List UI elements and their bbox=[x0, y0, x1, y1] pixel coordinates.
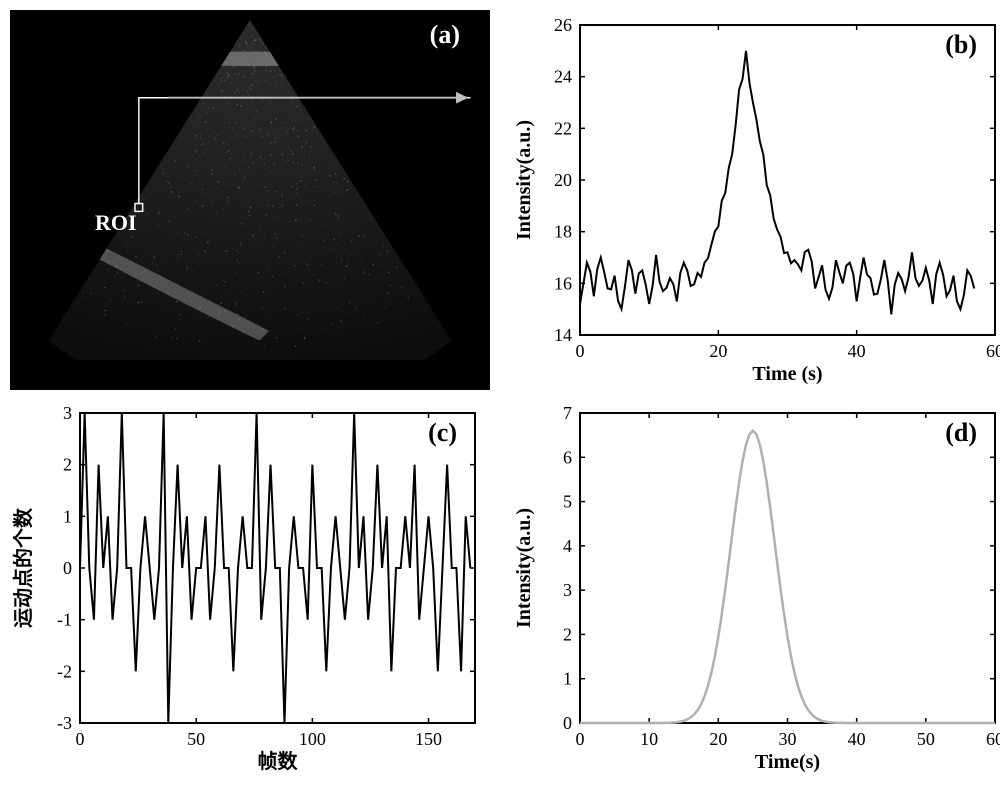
svg-text:-2: -2 bbox=[57, 661, 72, 681]
svg-text:7: 7 bbox=[563, 403, 572, 423]
svg-text:2: 2 bbox=[563, 624, 572, 644]
svg-text:(d): (d) bbox=[945, 418, 977, 447]
svg-text:Intensity(a.u.): Intensity(a.u.) bbox=[513, 508, 535, 628]
svg-text:22: 22 bbox=[554, 118, 572, 138]
svg-text:10: 10 bbox=[640, 729, 658, 749]
svg-text:60: 60 bbox=[986, 341, 1000, 361]
svg-text:30: 30 bbox=[779, 729, 797, 749]
svg-text:(c): (c) bbox=[428, 418, 457, 447]
svg-text:40: 40 bbox=[848, 729, 866, 749]
chart-b-svg: 0 20 40 60 14 16 18 20 22 24 26 Time (s) Intensity(a… bbox=[510, 10, 1000, 390]
ultrasound-image-panel: (a) bbox=[10, 10, 490, 390]
svg-text:14: 14 bbox=[554, 325, 572, 345]
svg-text:150: 150 bbox=[415, 729, 442, 749]
svg-text:20: 20 bbox=[709, 341, 727, 361]
svg-text:20: 20 bbox=[709, 729, 727, 749]
svg-text:60: 60 bbox=[986, 729, 1000, 749]
svg-text:0: 0 bbox=[76, 729, 85, 749]
svg-text:2: 2 bbox=[63, 455, 72, 475]
chart-c-svg: 0 50 100 150 -3 -2 -1 0 1 2 3 帧数 运动点的个数 (c) bbox=[10, 398, 490, 778]
svg-text:16: 16 bbox=[554, 273, 572, 293]
motion-points-chart-c: 0 50 100 150 -3 -2 -1 0 1 2 3 帧数 运动点的个数 (c) bbox=[10, 398, 490, 778]
svg-text:40: 40 bbox=[848, 341, 866, 361]
svg-text:24: 24 bbox=[554, 67, 572, 87]
svg-text:帧数: 帧数 bbox=[258, 749, 299, 773]
svg-text:50: 50 bbox=[917, 729, 935, 749]
svg-text:(b): (b) bbox=[945, 30, 977, 59]
svg-text:Time (s): Time (s) bbox=[752, 363, 822, 385]
ultrasound-fan-svg bbox=[20, 20, 480, 360]
svg-text:26: 26 bbox=[554, 15, 572, 35]
svg-text:6: 6 bbox=[563, 447, 572, 467]
svg-text:Intensity(a.u.): Intensity(a.u.) bbox=[513, 120, 535, 240]
svg-text:0: 0 bbox=[63, 558, 72, 578]
roi-label: ROI bbox=[95, 210, 137, 236]
svg-text:1: 1 bbox=[563, 669, 572, 689]
svg-text:50: 50 bbox=[187, 729, 205, 749]
svg-text:18: 18 bbox=[554, 222, 572, 242]
svg-text:4: 4 bbox=[563, 536, 572, 556]
svg-text:0: 0 bbox=[576, 729, 585, 749]
svg-text:20: 20 bbox=[554, 170, 572, 190]
panel-label-a: (a) bbox=[430, 20, 460, 50]
chart-d-svg: 0 10 20 30 40 50 60 0 1 2 3 4 5 6 7 Time(s) Intensity(a.… bbox=[510, 398, 1000, 778]
svg-text:运动点的个数: 运动点的个数 bbox=[11, 507, 35, 628]
svg-text:3: 3 bbox=[563, 580, 572, 600]
fitted-intensity-chart-d: 0 10 20 30 40 50 60 0 1 2 3 4 5 6 7 Time(s) Intensity(a.… bbox=[510, 398, 1000, 778]
svg-text:1: 1 bbox=[63, 506, 72, 526]
svg-text:Time(s): Time(s) bbox=[755, 751, 820, 773]
svg-text:-1: -1 bbox=[57, 610, 72, 630]
intensity-time-chart-b: 0 20 40 60 14 16 18 20 22 24 26 Time (s) Intensity(a… bbox=[510, 10, 1000, 390]
svg-text:100: 100 bbox=[299, 729, 326, 749]
svg-text:0: 0 bbox=[563, 713, 572, 733]
svg-text:-3: -3 bbox=[57, 713, 72, 733]
svg-text:0: 0 bbox=[576, 341, 585, 361]
svg-text:5: 5 bbox=[563, 492, 572, 512]
svg-text:3: 3 bbox=[63, 403, 72, 423]
